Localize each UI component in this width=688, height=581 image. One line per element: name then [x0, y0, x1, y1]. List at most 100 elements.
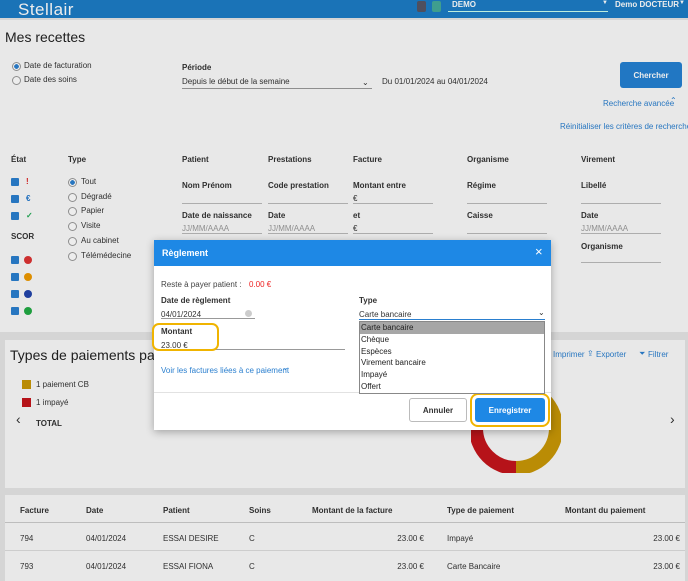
checkbox[interactable] [11, 307, 19, 315]
filter-header: État [11, 155, 27, 164]
dropdown-option[interactable]: Carte bancaire [361, 323, 414, 332]
nav-next[interactable]: › [670, 411, 675, 427]
underline [182, 88, 372, 89]
amount-label: Montant [161, 327, 193, 336]
chevron: ▼ [602, 0, 608, 6]
scor-icon [24, 307, 32, 315]
search-button[interactable] [620, 62, 682, 88]
input-underline [353, 233, 433, 234]
radio[interactable] [68, 178, 77, 187]
legend-label: 1 impayé [36, 398, 69, 407]
table-cell: ESSAI DESIRE [163, 534, 219, 543]
input-underline [581, 262, 661, 263]
input-underline [182, 203, 262, 204]
action-link[interactable]: Exporter [596, 350, 627, 359]
action-link[interactable]: Filtrer [648, 350, 669, 359]
radio-label: Au cabinet [81, 235, 119, 245]
column-header[interactable]: Soins [249, 506, 271, 515]
dropdown-option[interactable]: Offert [361, 382, 381, 391]
radio-label: Télémédecine [81, 250, 132, 260]
cancel-label: Annuler [422, 406, 454, 415]
input-underline [467, 233, 547, 234]
dropdown-option[interactable]: Espèces [361, 346, 392, 356]
nav-prev[interactable]: ‹ [16, 411, 21, 427]
search-button-label: Chercher [633, 71, 669, 80]
action-link[interactable]: Imprimer [553, 350, 585, 359]
column-header[interactable]: Montant de la facture [312, 506, 393, 515]
filter-header: Organisme [467, 155, 509, 164]
clear-icon[interactable] [245, 310, 252, 317]
column-header[interactable]: Facture [20, 506, 49, 515]
amount-value[interactable]: 23.00 € [161, 341, 188, 350]
radio[interactable] [68, 236, 77, 246]
filter-field: Libellé [581, 181, 607, 190]
checkbox[interactable] [11, 212, 19, 220]
radio-label: Date de facturation [24, 61, 92, 70]
save-button[interactable] [475, 398, 545, 422]
column-header[interactable]: Montant du paiement [565, 506, 646, 515]
date-value[interactable]: 04/01/2024 [161, 310, 202, 319]
linked-invoices[interactable]: Voir les factures liées à ce paiement [161, 366, 290, 375]
row-divider [5, 550, 685, 551]
filter-field: Date [268, 211, 286, 220]
modal-close[interactable]: × [535, 244, 543, 259]
radio-label: Date des soins [24, 75, 77, 84]
table-cell: Carte Bancaire [447, 562, 501, 571]
column-header[interactable]: Type de paiement [447, 506, 514, 515]
account-select[interactable] [448, 0, 608, 12]
radio[interactable] [68, 222, 77, 232]
radio[interactable] [68, 192, 77, 202]
chevron: ⌄ [282, 363, 289, 372]
page-title: Mes recettes [5, 29, 86, 45]
radio-label: Tout [81, 177, 97, 186]
checkbox[interactable] [11, 273, 19, 281]
dropdown-option[interactable]: Impayé [361, 370, 388, 380]
radio[interactable] [68, 207, 77, 217]
status-icon: € [26, 194, 31, 203]
action-icon: ⇪ [587, 349, 594, 358]
radio[interactable] [12, 62, 21, 71]
filter-field: € [353, 224, 358, 233]
dropdown-option[interactable]: Virement bancaire [361, 358, 426, 368]
column-header[interactable]: Date [86, 506, 104, 515]
underline [161, 318, 255, 319]
filter-field: Date de naissance [182, 211, 252, 220]
checkbox[interactable] [11, 195, 19, 203]
type-select[interactable]: Carte bancaire [359, 310, 412, 319]
checkbox[interactable] [11, 256, 19, 264]
table-cell: ESSAI FIONA [163, 562, 214, 571]
input-underline [268, 203, 348, 204]
radio-label: Papier [81, 206, 105, 216]
filter-field: Nom Prénom [182, 181, 232, 190]
save-label: Enregistrer [488, 406, 532, 415]
column-header[interactable]: Patient [163, 506, 190, 515]
cancel-button[interactable] [409, 398, 467, 422]
checkbox[interactable] [11, 178, 19, 186]
table-cell: Impayé [447, 534, 474, 543]
filter-header: Type [68, 155, 87, 164]
highlight [152, 323, 219, 351]
date-label: Date de règlement [161, 296, 231, 305]
reset-link[interactable]: Réinitialiser les critères de recherche [560, 122, 688, 131]
input-underline [581, 233, 661, 234]
scor-icon [24, 256, 32, 264]
chevron: ▼ [679, 0, 685, 6]
period-select[interactable]: Depuis le début de la semaine [182, 77, 290, 86]
chevron: ⌄ [538, 308, 545, 317]
table-cell: C [249, 534, 255, 543]
filter-header: Prestations [268, 155, 312, 164]
table-cell: 04/01/2024 [86, 562, 127, 571]
checkbox[interactable] [11, 290, 19, 298]
radio[interactable] [68, 251, 77, 261]
table-cell: 23.00 € [653, 534, 680, 543]
modal-title: Règlement [162, 248, 209, 258]
table-cell: 23.00 € [397, 562, 424, 571]
icon [432, 1, 441, 12]
advanced-search[interactable]: Recherche avancée [603, 99, 675, 108]
action-icon: ⏷ [639, 349, 646, 358]
dropdown-option[interactable]: Chèque [361, 334, 390, 344]
filter-header: Virement [581, 155, 616, 164]
filter-field: Code prestation [268, 181, 329, 190]
total-label: TOTAL [36, 419, 62, 428]
radio[interactable] [12, 76, 21, 85]
